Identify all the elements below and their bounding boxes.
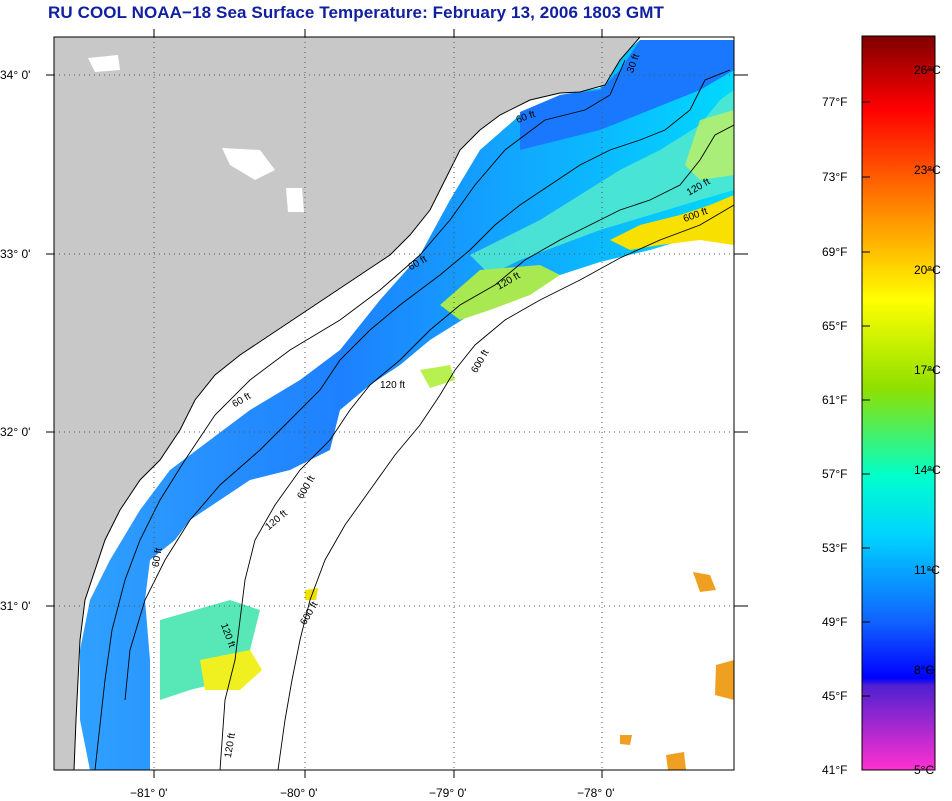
latitude-label: 32° 0' [0,425,31,439]
colorbar-fahrenheit-label: 57°F [822,467,848,481]
colorbar-fahrenheit-label: 45°F [822,689,848,703]
latitude-label: 34° 0' [0,68,31,82]
colorbar-fahrenheit-label: 53°F [822,541,848,555]
colorbar-fahrenheit-label: 49°F [822,615,848,629]
longitude-label: −81° 0' [130,786,168,800]
axis-ticks [46,29,748,778]
colorbar-celsius-label: 11°C [914,563,940,577]
map-frame [53,36,735,771]
longitude-label: −79° 0' [429,786,467,800]
lake [222,148,275,180]
colorbar-celsius-label: 8°C [914,663,935,677]
colorbar-celsius-label: 14°C [914,463,941,477]
colorbar-ticks [862,69,935,697]
colorbar-fahrenheit-label: 41°F [822,763,848,777]
bathymetry-contours [94,59,734,770]
colorbar-celsius-label: 20°C [914,263,941,277]
colorbar-fahrenheit-label: 73°F [822,170,848,184]
lat-lon-grid [54,37,734,770]
latitude-label: 33° 0' [0,247,31,261]
map-title: RU COOL NOAA−18 Sea Surface Temperature:… [48,3,664,22]
lake [286,188,304,212]
colorbar [861,35,936,771]
colorbar-fahrenheit-label: 77°F [822,95,848,109]
colorbar-celsius-label: 26°C [914,63,941,77]
colorbar-fahrenheit-label: 61°F [822,393,848,407]
longitude-label: −80° 0' [280,786,318,800]
colorbar-fahrenheit-label: 65°F [822,319,848,333]
contour-label: 120 ft [380,380,406,391]
latitude-label: 31° 0' [0,599,31,613]
colorbar-celsius-label: 5°C [914,763,935,777]
lake [88,55,120,72]
coastline [73,37,641,770]
land-area [54,37,640,770]
colorbar-celsius-label: 23°C [914,163,941,177]
colorbar-celsius-label: 17°C [914,363,941,377]
colorbar-fahrenheit-label: 69°F [822,245,848,259]
longitude-label: −78° 0' [577,786,615,800]
